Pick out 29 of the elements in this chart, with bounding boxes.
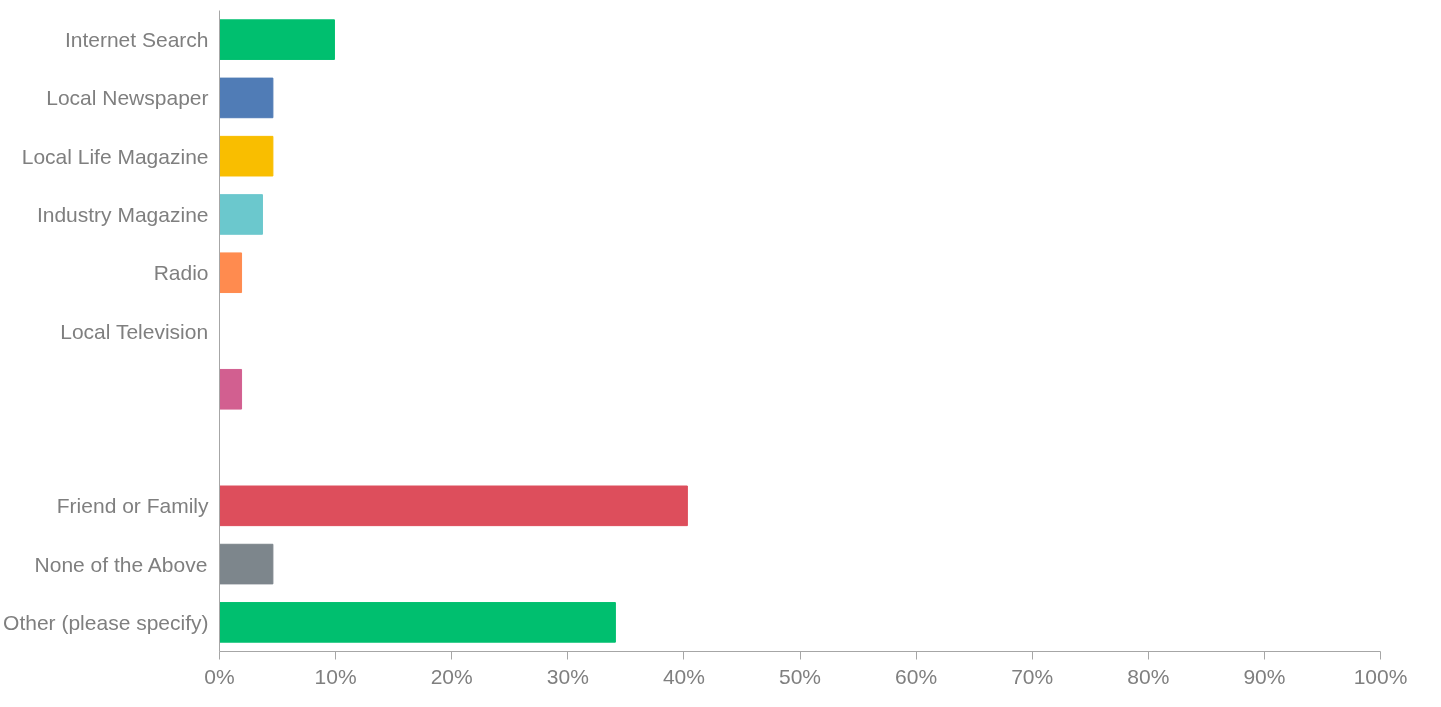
y-tick-label: Local Life Magazine [21, 144, 209, 168]
bar [219, 602, 616, 643]
bar [219, 543, 274, 585]
y-tick-label: None of the Above [34, 552, 208, 576]
bar [219, 368, 243, 410]
y-tick-label: Industry Magazine [36, 202, 209, 226]
x-tick-label: 40% [662, 664, 705, 688]
y-tick-label: Other (please specify) [3, 610, 209, 634]
x-tick-label: 50% [778, 664, 822, 688]
y-tick-label: Friend or Family [56, 494, 209, 518]
x-tick-label: 100% [1353, 664, 1408, 688]
x-tick-label: 60% [895, 664, 938, 688]
bar [219, 19, 335, 60]
x-tick-label: 70% [1011, 664, 1054, 688]
bar [219, 194, 263, 235]
y-tick-label: Local Television [60, 319, 209, 343]
bar [219, 77, 274, 119]
y-tick-label: Internet Search [64, 28, 209, 52]
x-tick-label: 80% [1127, 664, 1170, 688]
y-tick-label: Radio [153, 261, 209, 285]
x-tick-label: 0% [204, 664, 235, 688]
bar [219, 135, 274, 177]
x-tick-label: 90% [1243, 664, 1286, 688]
y-tick-label: Local Newspaper [46, 86, 209, 110]
bar [219, 485, 688, 527]
x-tick-label: 30% [546, 664, 589, 688]
bar [219, 252, 243, 294]
x-tick-label: 10% [314, 664, 357, 688]
x-tick-label: 20% [430, 664, 473, 688]
